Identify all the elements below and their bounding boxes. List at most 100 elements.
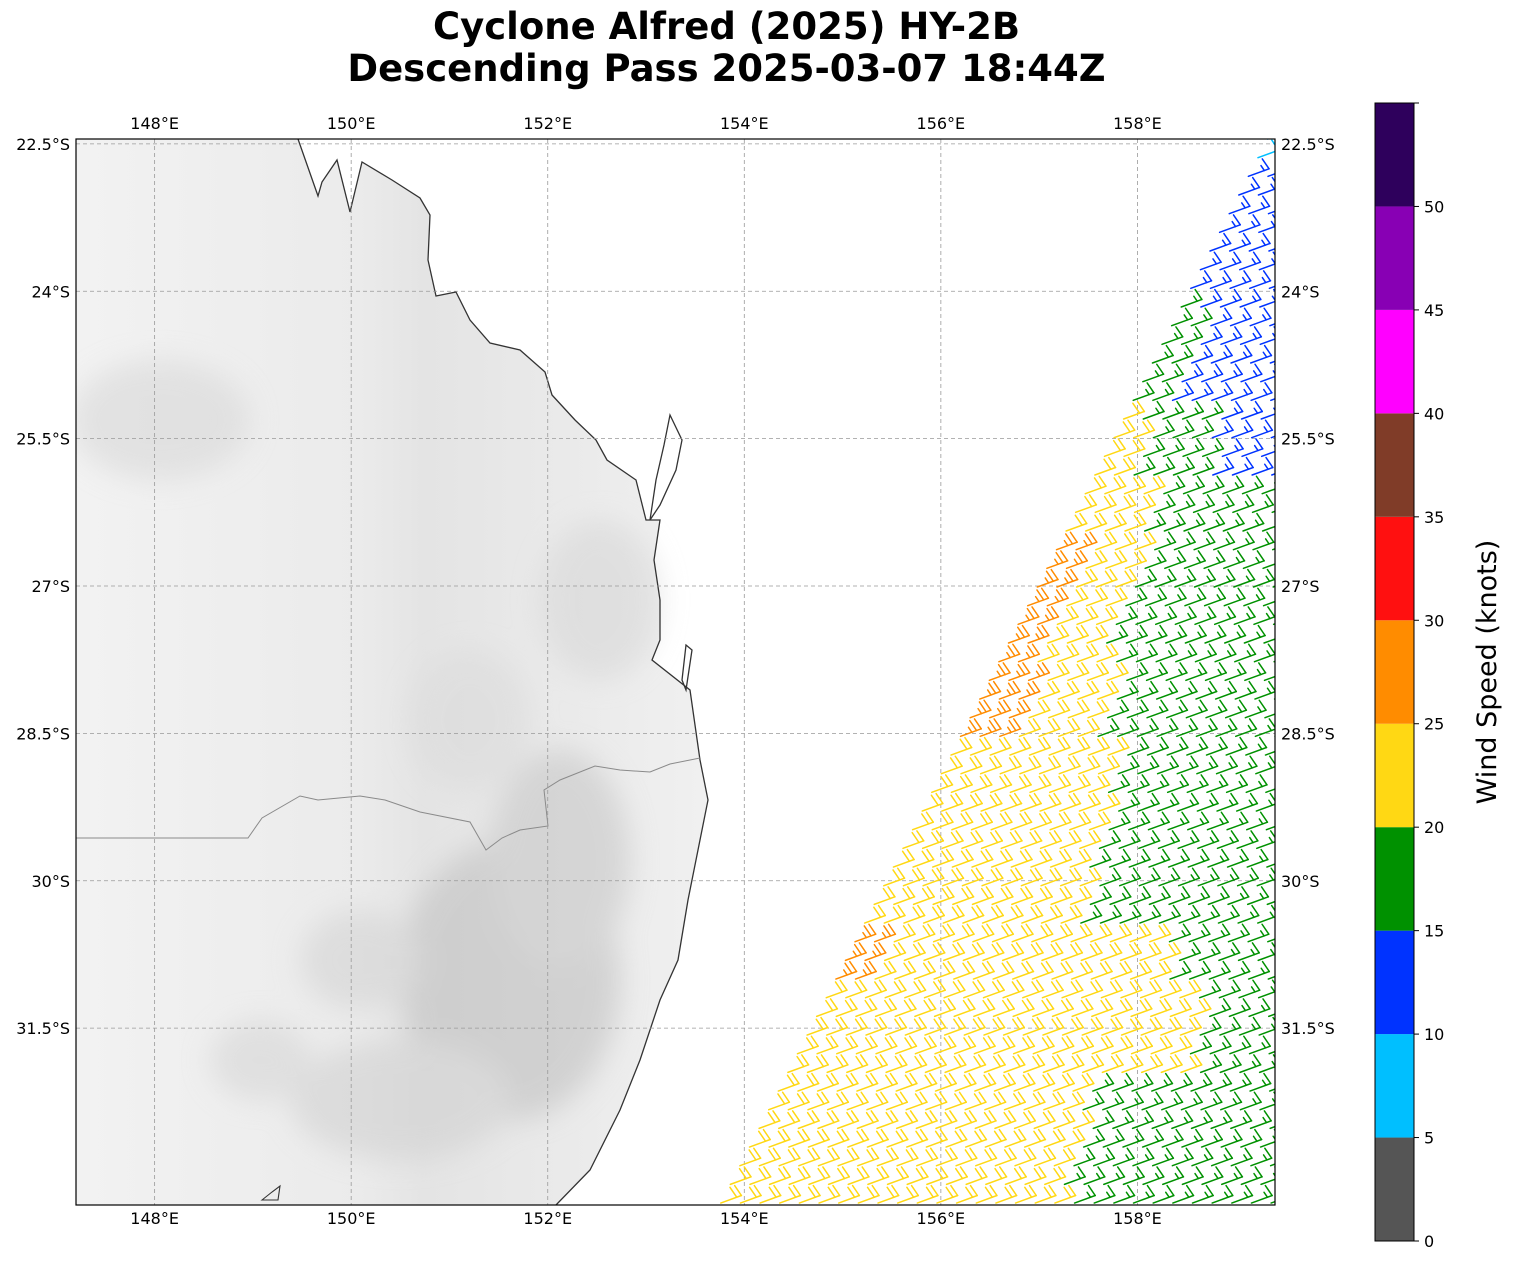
wind-barb xyxy=(1058,718,1081,738)
wind-barb xyxy=(934,1035,957,1055)
wind-barb xyxy=(874,960,897,980)
wind-barb xyxy=(847,1128,870,1148)
wind-barb xyxy=(1011,923,1034,943)
wind-barb xyxy=(903,904,926,924)
wind-barb xyxy=(1127,736,1150,756)
wind-barb xyxy=(1152,1184,1175,1204)
lon-ticks-top: 148°E 150°E 152°E 154°E 156°E 158°E xyxy=(130,114,1161,133)
wind-barb xyxy=(1049,848,1073,868)
lon-tick-label: 158°E xyxy=(1113,1209,1162,1228)
wind-barb xyxy=(999,755,1022,775)
wind-barb xyxy=(1229,307,1253,327)
wind-barb xyxy=(1235,755,1258,775)
wind-barb xyxy=(1108,848,1132,868)
wind-barb xyxy=(846,1054,869,1074)
wind-barb xyxy=(1237,942,1260,962)
wind-barb xyxy=(1180,288,1203,308)
wind-barb xyxy=(1245,736,1268,756)
wind-barb xyxy=(1246,848,1269,868)
wind-barb xyxy=(866,1091,889,1111)
wind-barb xyxy=(857,1147,880,1167)
wind-barb xyxy=(1139,942,1162,962)
wind-barb xyxy=(1131,1072,1154,1092)
wind-barb xyxy=(1218,214,1242,234)
wind-barb xyxy=(1163,475,1186,495)
wind-barb xyxy=(1203,550,1226,570)
wind-barb xyxy=(985,1166,1008,1186)
wind-barb xyxy=(1026,587,1050,607)
wind-barb xyxy=(1063,1166,1086,1186)
wind-barb xyxy=(1220,1091,1243,1111)
wind-barb xyxy=(1041,979,1064,999)
wind-barb xyxy=(1022,1016,1045,1036)
wind-barb xyxy=(1191,382,1214,402)
wind-barb xyxy=(1190,1072,1213,1092)
wind-barb xyxy=(935,1147,958,1167)
wind-barb xyxy=(1032,998,1055,1018)
wind-barb xyxy=(1186,774,1209,794)
wind-barb xyxy=(1007,624,1030,644)
wind-barb xyxy=(1008,662,1031,682)
lat-tick-label: 30°S xyxy=(1281,872,1320,891)
wind-barb xyxy=(1108,811,1131,831)
wind-barb xyxy=(1094,456,1117,476)
wind-barb xyxy=(923,979,946,999)
wind-barb xyxy=(1211,419,1234,439)
wind-barb xyxy=(1104,512,1127,532)
wind-barb xyxy=(992,960,1015,980)
wind-barb xyxy=(1206,811,1229,831)
wind-barb xyxy=(1092,1147,1116,1167)
wind-barb xyxy=(1204,662,1227,682)
wind-barb xyxy=(798,1147,821,1167)
wind-barb xyxy=(932,923,956,943)
wind-barb xyxy=(979,755,1003,775)
wind-barb xyxy=(1113,419,1136,439)
wind-barb xyxy=(989,699,1012,719)
wind-barb xyxy=(1096,643,1119,663)
wind-barb xyxy=(1142,1166,1165,1186)
wind-barb xyxy=(991,923,1015,943)
wind-barb xyxy=(797,1072,820,1092)
wind-barb xyxy=(1227,923,1250,943)
wind-barb xyxy=(902,867,925,887)
wind-barb xyxy=(1244,662,1267,682)
wind-barb xyxy=(1033,1072,1056,1092)
wind-barb xyxy=(1163,512,1186,532)
wind-barb xyxy=(1124,512,1147,532)
wind-barb xyxy=(1193,531,1216,551)
wind-barb xyxy=(875,1072,898,1092)
colorbar-bin xyxy=(1375,620,1414,724)
wind-barb xyxy=(1259,1091,1275,1111)
wind-barb xyxy=(1195,680,1218,700)
wind-barb xyxy=(1200,1128,1224,1148)
colorbar-bin xyxy=(1375,309,1414,414)
wind-barb xyxy=(1191,1147,1214,1167)
wind-barb xyxy=(1238,214,1261,234)
wind-barb xyxy=(1169,960,1192,980)
wind-barb xyxy=(1185,699,1208,719)
wind-barb xyxy=(931,811,954,831)
wind-barb xyxy=(1229,1035,1252,1055)
wind-barb xyxy=(998,680,1021,700)
wind-barb xyxy=(942,904,965,924)
wind-barb xyxy=(1171,344,1194,364)
wind-barb xyxy=(1136,718,1159,738)
wind-barb xyxy=(1181,1166,1204,1186)
lat-tick-label: 28.5°S xyxy=(16,724,70,743)
wind-barb xyxy=(1062,1054,1085,1074)
wind-barb xyxy=(835,960,858,980)
wind-barb xyxy=(925,1091,948,1111)
wind-barb xyxy=(895,1072,918,1092)
wind-barb xyxy=(924,1054,947,1074)
wind-barb xyxy=(993,1072,1016,1092)
wind-barb xyxy=(1068,736,1091,756)
wind-barb xyxy=(1264,750,1275,756)
wind-barb xyxy=(1137,755,1160,775)
wind-barb xyxy=(1140,1016,1163,1036)
wind-barb xyxy=(915,1072,938,1092)
wind-barb xyxy=(1180,326,1204,346)
wind-barb xyxy=(1211,1184,1234,1204)
wind-barb xyxy=(1110,998,1133,1018)
wind-barb xyxy=(1268,1050,1275,1055)
wind-barb xyxy=(1062,1091,1085,1111)
